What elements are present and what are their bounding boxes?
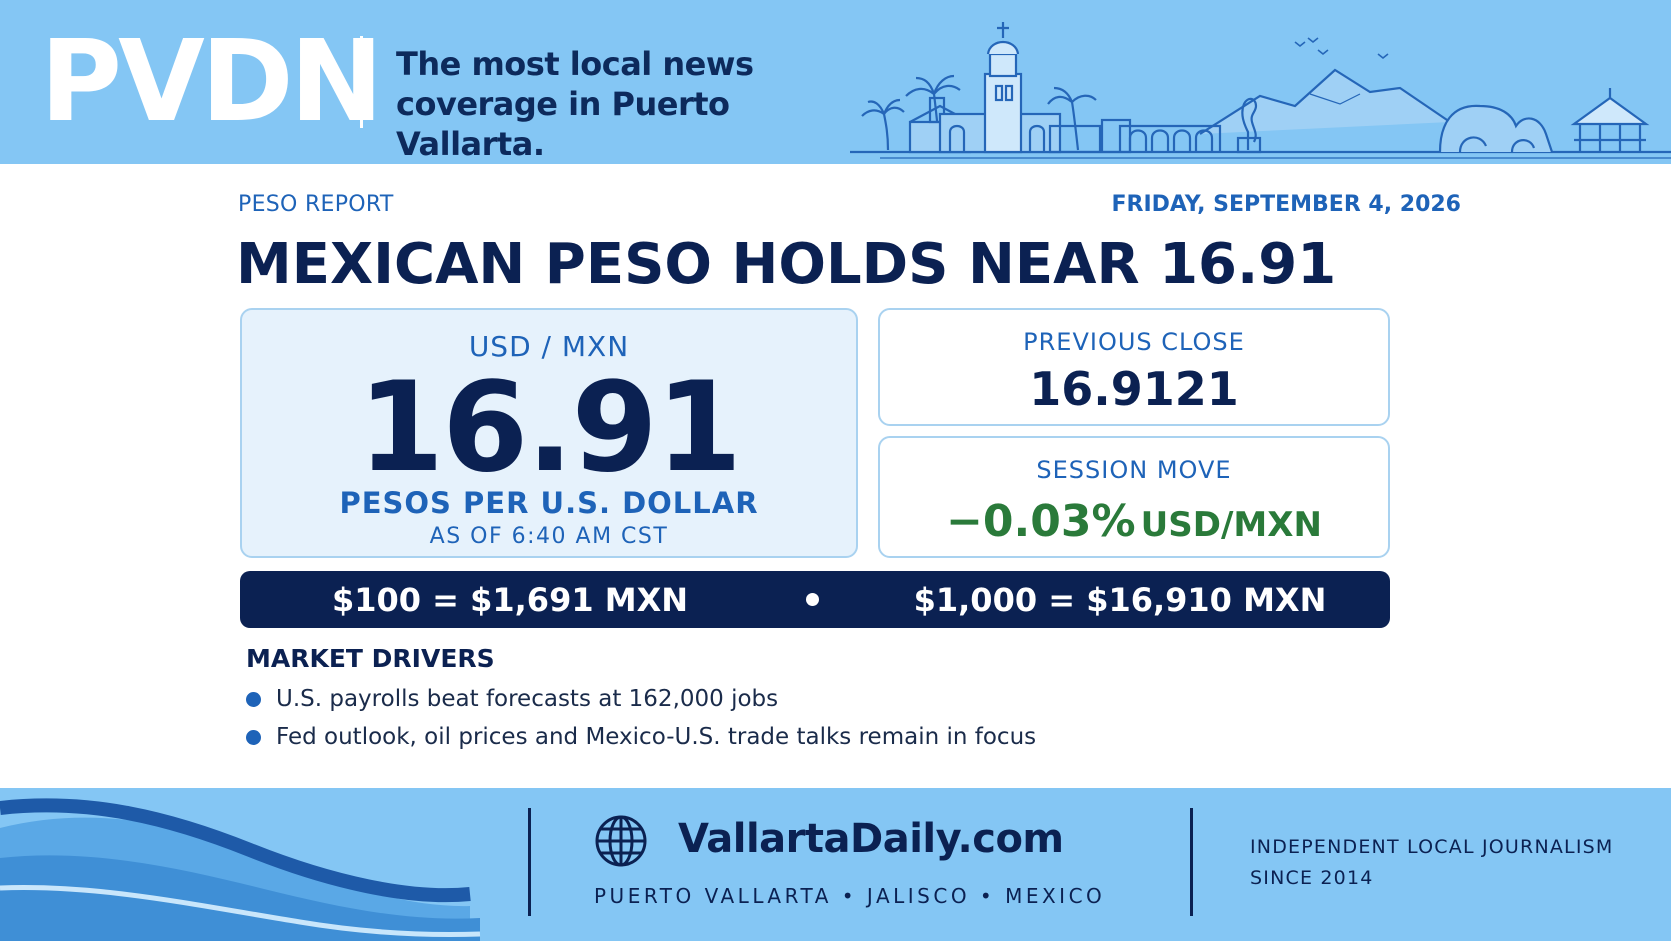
session-move-card: SESSION MOVE −0.03% USD/MXN — [878, 436, 1390, 558]
market-drivers-list: U.S. payrolls beat forecasts at 162,000 … — [246, 680, 1036, 756]
exchange-rate-card: USD / MXN 16.91 PESOS PER U.S. DOLLAR AS… — [240, 308, 858, 558]
driver-text: Fed outlook, oil prices and Mexico-U.S. … — [276, 724, 1037, 750]
site-name: VallartaDaily.com — [678, 816, 1064, 862]
headline: MEXICAN PESO HOLDS NEAR 16.91 — [236, 232, 1337, 297]
previous-close-value: 16.9121 — [1029, 362, 1239, 416]
header-banner: PVDN The most local news coverage in Pue… — [0, 0, 1671, 164]
footer-divider-right — [1190, 808, 1193, 916]
logo: PVDN — [40, 17, 383, 147]
tagline: The most local news coverage in Puerto V… — [396, 44, 836, 164]
bullet-icon — [246, 729, 261, 745]
journalism-note: INDEPENDENT LOCAL JOURNALISM SINCE 2014 — [1250, 832, 1614, 894]
location-line: PUERTO VALLARTA • JALISCO • MEXICO — [594, 884, 1106, 908]
previous-close-card: PREVIOUS CLOSE 16.9121 — [878, 308, 1390, 426]
previous-close-label: PREVIOUS CLOSE — [1023, 328, 1245, 356]
session-move-unit: USD/MXN — [1140, 505, 1322, 545]
skyline-illustration — [850, 22, 1671, 159]
separator-dot — [806, 593, 819, 606]
header-divider — [360, 36, 363, 128]
tagline-line-2: coverage in Puerto Vallarta. — [396, 85, 730, 163]
footer-banner: VallartaDaily.com PUERTO VALLARTA • JALI… — [0, 788, 1671, 941]
tagline-line-1: The most local news — [396, 45, 754, 83]
session-move-label: SESSION MOVE — [1036, 456, 1232, 484]
exchange-rate-value: 16.91 — [357, 356, 742, 500]
journalism-line-2: SINCE 2014 — [1250, 867, 1374, 889]
session-move-value-row: −0.03% USD/MXN — [880, 496, 1388, 547]
bullet-icon — [246, 691, 261, 707]
journalism-line-1: INDEPENDENT LOCAL JOURNALISM — [1250, 836, 1614, 858]
section-kicker: PESO REPORT — [238, 192, 394, 217]
list-item: U.S. payrolls beat forecasts at 162,000 … — [246, 680, 1036, 718]
conversion-100: $100 = $1,691 MXN — [331, 581, 689, 619]
list-item: Fed outlook, oil prices and Mexico-U.S. … — [246, 718, 1036, 756]
market-drivers-title: MARKET DRIVERS — [246, 644, 495, 673]
rate-unit: PESOS PER U.S. DOLLAR — [339, 486, 759, 520]
globe-icon — [595, 815, 647, 867]
conversion-1000: $1,000 = $16,910 MXN — [913, 581, 1327, 619]
wave-decoration — [0, 798, 481, 941]
currency-pair: USD / MXN — [468, 330, 630, 363]
conversion-bar: $100 = $1,691 MXN $1,000 = $16,910 MXN — [240, 571, 1390, 628]
article-date: FRIDAY, SEPTEMBER 4, 2026 — [1111, 192, 1461, 217]
rate-timestamp: AS OF 6:40 AM CST — [429, 524, 669, 549]
driver-text: U.S. payrolls beat forecasts at 162,000 … — [276, 686, 779, 712]
session-move-value: −0.03% — [946, 496, 1136, 547]
footer-divider-left — [528, 808, 531, 916]
